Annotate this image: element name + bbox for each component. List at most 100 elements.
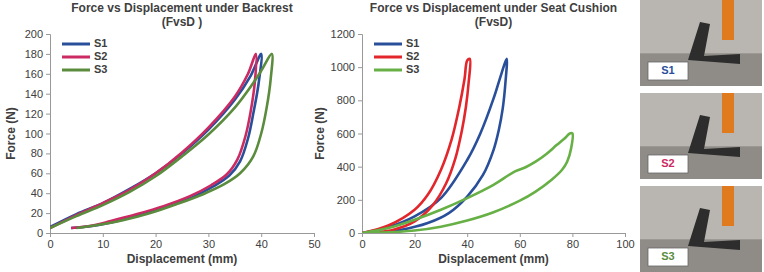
y-axis: 020406080100120140160180200 bbox=[25, 28, 51, 239]
tick-label: 160 bbox=[25, 68, 43, 80]
tick-label: 200 bbox=[25, 28, 43, 40]
tick: 1000 bbox=[331, 61, 362, 73]
tick-label: 10 bbox=[97, 238, 109, 250]
tick-label: 40 bbox=[462, 238, 474, 250]
tick-label: 180 bbox=[25, 48, 43, 60]
photo-label-box bbox=[648, 248, 688, 266]
tick: 140 bbox=[25, 88, 50, 100]
tick-label: 40 bbox=[31, 187, 43, 199]
chart-title: Force vs Displacement under Backrest bbox=[71, 1, 292, 15]
tick: 180 bbox=[25, 48, 50, 60]
tick-mark bbox=[46, 134, 50, 135]
tick: 20 bbox=[150, 233, 162, 250]
photo-label: S1 bbox=[661, 64, 674, 76]
tick: 40 bbox=[31, 187, 50, 199]
chart: Force vs Displacement under Seat Cushion… bbox=[313, 1, 635, 266]
axis-line bbox=[363, 234, 626, 238]
tick-label: 800 bbox=[337, 94, 355, 106]
photo-background bbox=[640, 0, 762, 86]
tick-mark bbox=[358, 134, 362, 135]
series-line bbox=[50, 54, 262, 228]
tick-label: 0 bbox=[37, 227, 43, 239]
tick-mark bbox=[46, 153, 50, 154]
series-line bbox=[362, 59, 507, 233]
tick: 0 bbox=[37, 227, 50, 239]
series-line bbox=[50, 54, 273, 228]
tick: 30 bbox=[203, 233, 215, 250]
axis-line bbox=[358, 35, 363, 234]
tick: 0 bbox=[349, 227, 362, 239]
tick: 1200 bbox=[331, 28, 362, 40]
legend-label: S3 bbox=[406, 63, 419, 75]
tick-label: 100 bbox=[616, 238, 634, 250]
y-axis-title: Force (N) bbox=[4, 107, 18, 160]
tick-label: 80 bbox=[31, 147, 43, 159]
tick: 160 bbox=[25, 68, 50, 80]
tick-mark bbox=[208, 233, 209, 237]
legend-swatch bbox=[374, 43, 402, 46]
tick: 60 bbox=[514, 233, 526, 250]
tick-mark bbox=[572, 233, 573, 237]
tick-label: 0 bbox=[349, 227, 355, 239]
tick-mark bbox=[46, 74, 50, 75]
photo-robot bbox=[722, 0, 734, 40]
tick-mark bbox=[358, 100, 362, 101]
tick: 0 bbox=[47, 233, 53, 250]
tick-mark bbox=[46, 54, 50, 55]
legend-label: S2 bbox=[406, 50, 419, 62]
tick-label: 120 bbox=[25, 108, 43, 120]
tick-label: 140 bbox=[25, 88, 43, 100]
tick: 100 bbox=[25, 128, 50, 140]
tick-label: 60 bbox=[514, 238, 526, 250]
legend-swatch bbox=[374, 69, 402, 72]
tick-label: 20 bbox=[150, 238, 162, 250]
tick: 20 bbox=[31, 207, 50, 219]
tick: 200 bbox=[337, 194, 362, 206]
photo: S2 bbox=[640, 93, 762, 179]
tick: 120 bbox=[25, 108, 50, 120]
photo: S1 bbox=[640, 0, 762, 86]
tick-mark bbox=[358, 167, 362, 168]
tick-mark bbox=[314, 233, 315, 237]
legend-label: S3 bbox=[94, 63, 107, 75]
tick-label: 400 bbox=[337, 161, 355, 173]
tick-mark bbox=[46, 94, 50, 95]
tick-mark bbox=[46, 34, 50, 35]
tick-label: 20 bbox=[31, 207, 43, 219]
tick-mark bbox=[103, 233, 104, 237]
chart: Force vs Displacement under Backrest(Fvs… bbox=[4, 1, 320, 266]
x-axis: 01020304050 bbox=[47, 233, 320, 250]
tick: 10 bbox=[97, 233, 109, 250]
tick-label: 80 bbox=[567, 238, 579, 250]
legend-label: S1 bbox=[406, 37, 419, 49]
y-axis-title: Force (N) bbox=[313, 107, 327, 160]
tick-label: 20 bbox=[409, 238, 421, 250]
tick-mark bbox=[358, 233, 362, 234]
tick: 40 bbox=[462, 233, 474, 250]
figure: Force vs Displacement under Backrest(Fvs… bbox=[0, 0, 764, 272]
legend-swatch bbox=[62, 43, 90, 46]
photo-robot bbox=[722, 93, 734, 133]
tick-label: 200 bbox=[337, 194, 355, 206]
legend: S1S2S3 bbox=[374, 37, 419, 75]
tick-mark bbox=[261, 233, 262, 237]
tick-label: 50 bbox=[308, 238, 320, 250]
series-line bbox=[50, 54, 256, 228]
tick: 0 bbox=[359, 233, 365, 250]
photo-background bbox=[640, 186, 762, 272]
legend-swatch bbox=[62, 56, 90, 59]
legend: S1S2S3 bbox=[62, 37, 107, 75]
photo-robot bbox=[722, 186, 734, 226]
series-line bbox=[362, 59, 470, 233]
legend-swatch bbox=[62, 69, 90, 72]
tick-label: 600 bbox=[337, 128, 355, 140]
tick-label: 0 bbox=[359, 238, 365, 250]
tick-label: 100 bbox=[25, 128, 43, 140]
tick: 800 bbox=[337, 94, 362, 106]
axis-line bbox=[46, 35, 51, 234]
tick: 20 bbox=[409, 233, 421, 250]
photo-label-box bbox=[648, 62, 688, 80]
y-axis: 0 200 400 600 800 1000 1200 bbox=[331, 28, 363, 239]
x-axis-title: Displacement (mm) bbox=[438, 252, 549, 266]
legend-label: S2 bbox=[94, 50, 107, 62]
